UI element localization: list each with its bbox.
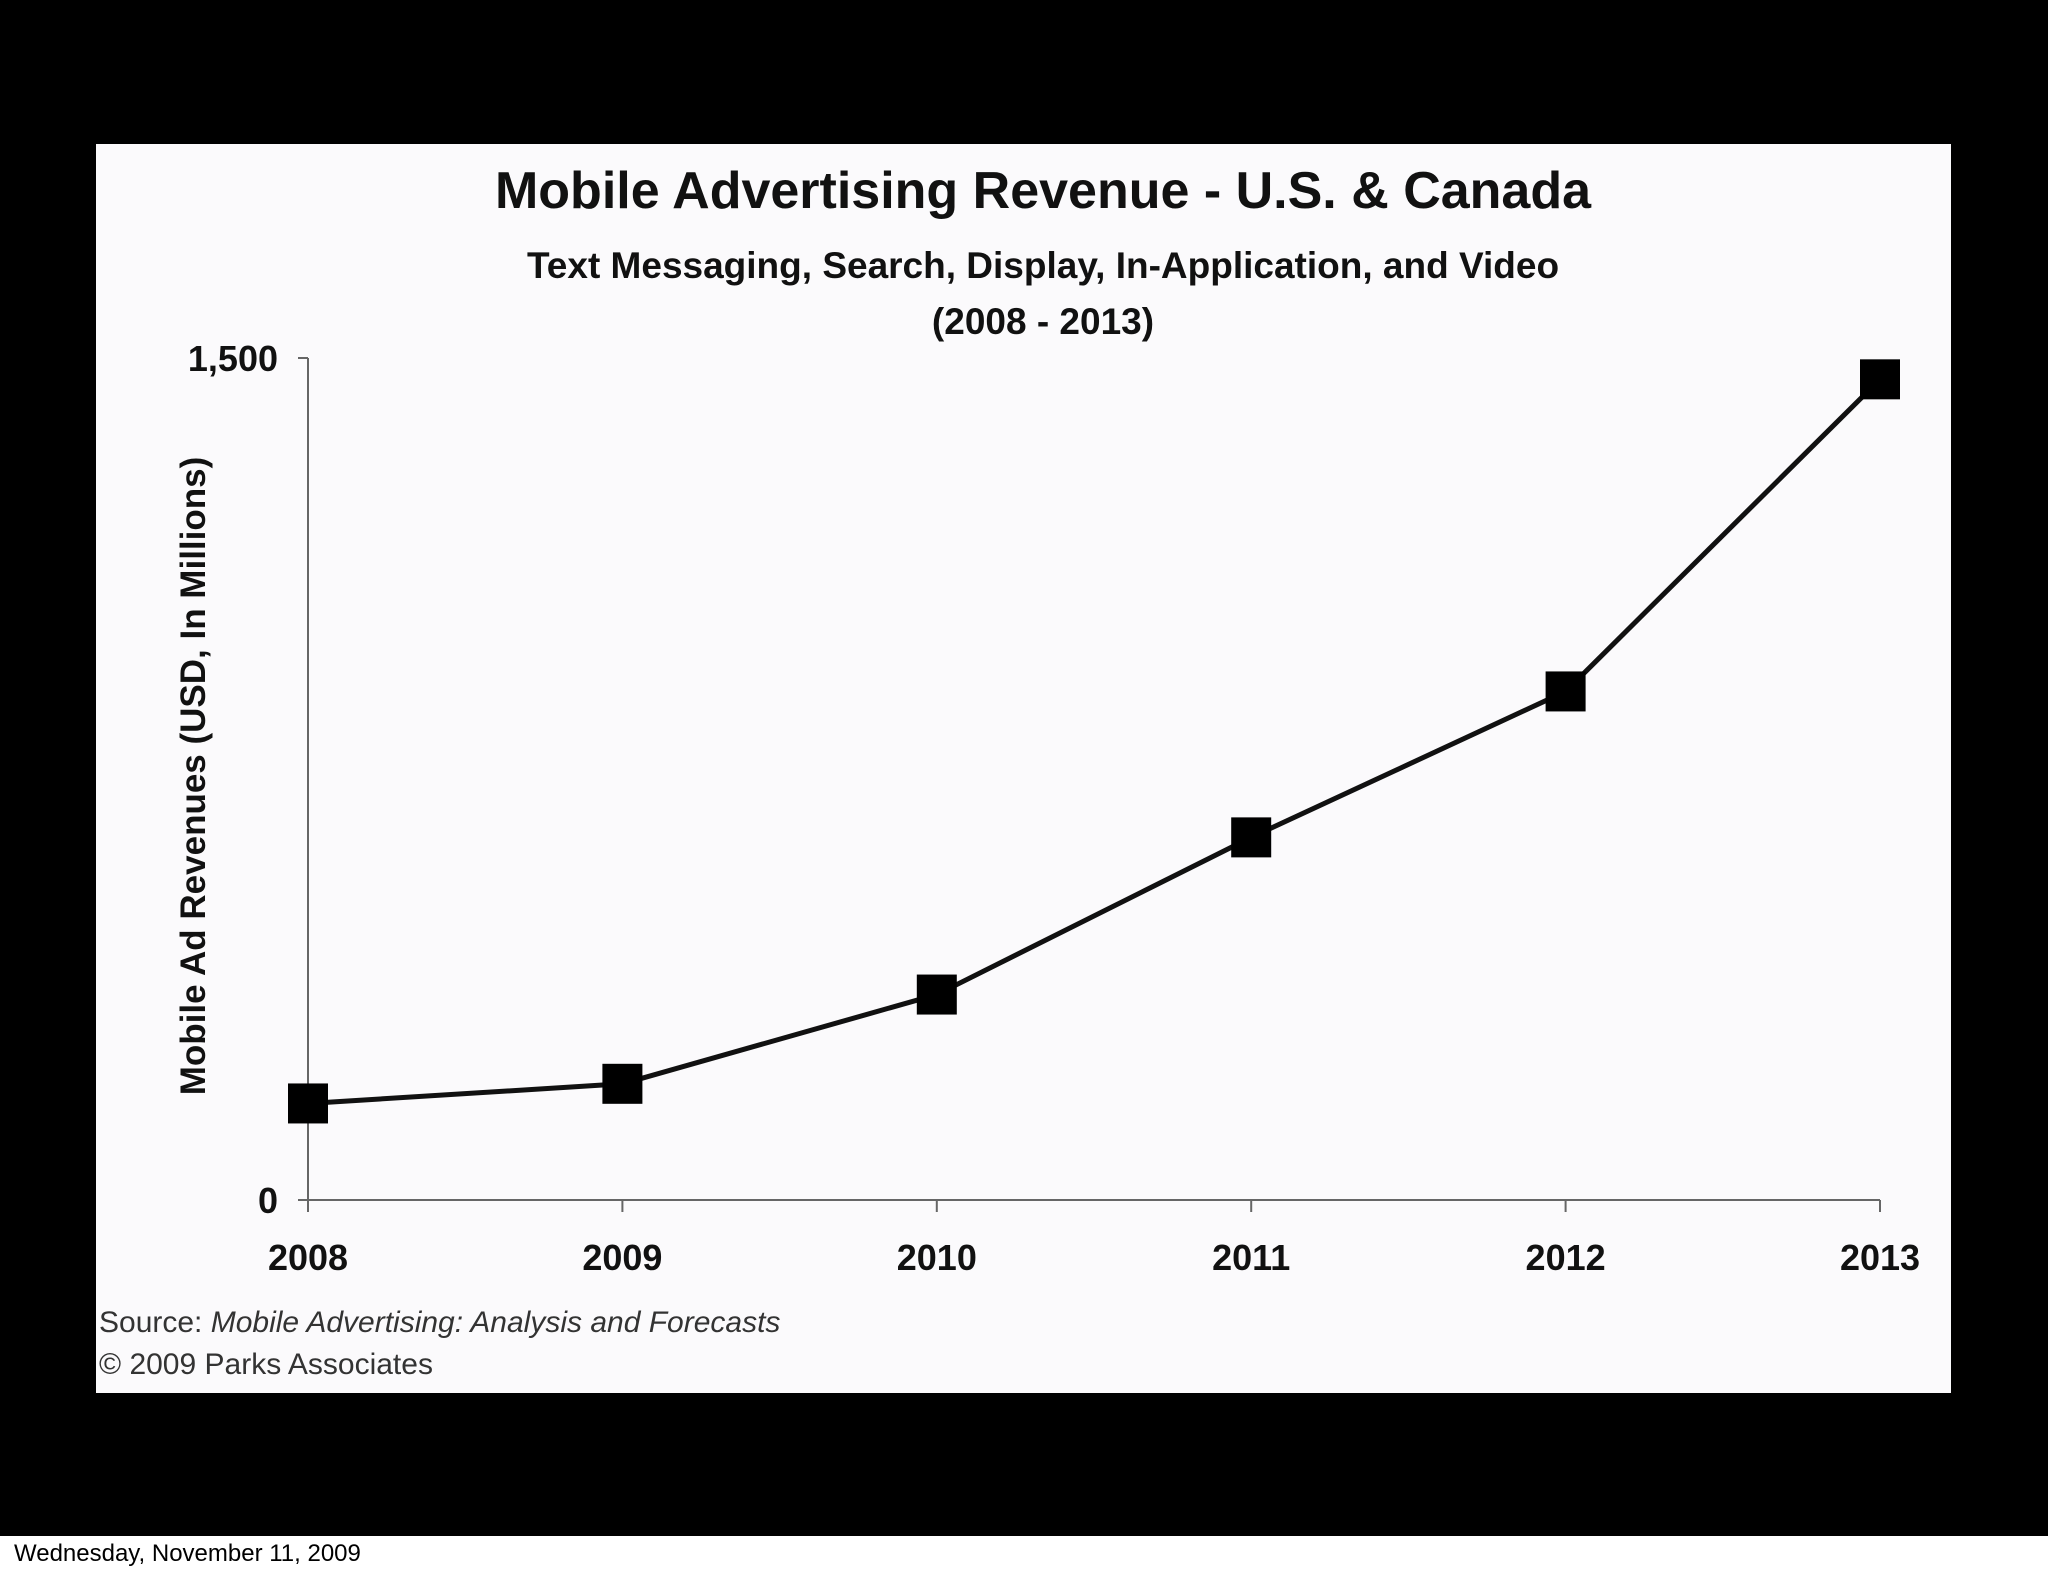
- series-line-layer: [307, 377, 1882, 1106]
- x-tick-label: 2013: [1840, 1237, 1920, 1278]
- x-tick-label: 2012: [1526, 1237, 1606, 1278]
- data-point-2008: [288, 1083, 328, 1124]
- series-line-segment: [1250, 689, 1567, 840]
- series-line-segment: [307, 1081, 623, 1106]
- data-point-2011: [1231, 817, 1272, 858]
- y-tick-label: 0: [258, 1180, 278, 1221]
- x-tick-label: 2008: [268, 1237, 348, 1278]
- data-point-2012: [1545, 671, 1586, 712]
- chart-title: Mobile Advertising Revenue - U.S. & Cana…: [495, 162, 1592, 220]
- footer-date: Wednesday, November 11, 2009: [14, 1540, 361, 1567]
- source-title: Mobile Advertising: Analysis and Forecas…: [211, 1306, 781, 1339]
- tick-labels: 0 1,500 2008 2009 2010 2011 2012 2013: [188, 338, 1920, 1278]
- x-tick-label: 2010: [897, 1237, 977, 1278]
- data-point-2009: [602, 1063, 643, 1104]
- series-line-segment: [621, 992, 938, 1087]
- y-tick-label: 1,500: [188, 338, 278, 379]
- series-line-segment: [1563, 377, 1882, 694]
- chart-subtitle-range: (2008 - 2013): [932, 301, 1154, 342]
- source-prefix-text: Source:: [99, 1306, 211, 1339]
- chart-panel: [96, 144, 1951, 1393]
- chart-subtitle: Text Messaging, Search, Display, In-Appl…: [527, 245, 1559, 286]
- x-tick-label: 2011: [1212, 1237, 1290, 1278]
- y-axis-label: Mobile Ad Revenues (USD, In Millions): [174, 457, 213, 1095]
- line-chart: Mobile Advertising Revenue - U.S. & Cana…: [99, 162, 1920, 1381]
- copyright-text: © 2009 Parks Associates: [99, 1348, 433, 1381]
- data-point-2013: [1860, 359, 1900, 400]
- series-markers: [288, 359, 1900, 1124]
- source-prefix: Source: Mobile Advertising: Analysis and…: [99, 1306, 780, 1339]
- series-line-segment: [935, 835, 1253, 997]
- axes: [298, 357, 1881, 1212]
- data-point-2010: [916, 974, 957, 1015]
- slide-background: Mobile Advertising Revenue - U.S. & Cana…: [0, 0, 2048, 1536]
- x-tick-label: 2009: [582, 1237, 662, 1278]
